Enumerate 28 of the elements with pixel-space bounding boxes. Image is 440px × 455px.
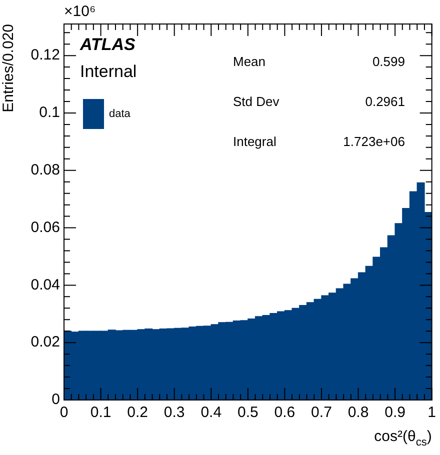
x-tick-label: 0.5 [237,404,258,422]
annotation: 0.2961 [365,94,405,109]
text: data [109,108,130,120]
annotation: Internal [80,62,137,81]
x-tick-label: 0.6 [274,404,296,422]
y-tick-label: 0.04 [30,276,60,294]
annotation: ATLAS [79,35,136,54]
x-tick-label: 0.7 [311,404,332,422]
x-tick-label: 0.8 [348,404,369,422]
y-tick-label: 0 [52,391,60,408]
x-tick-label: 0.4 [200,404,222,422]
annotation: Integral [233,134,276,149]
y-tick-label: 0.12 [30,46,60,64]
annotation: 0.599 [372,54,405,69]
annotation: 1.723e+06 [343,134,405,149]
x-tick-label: 0.3 [164,404,185,422]
x-tick-label: 1 [428,404,436,422]
y-tick-label: 0.08 [30,162,60,179]
y-tick-label: 0.1 [39,104,60,122]
x-tick-label: 0.2 [127,404,148,422]
y-tick-label: 0.02 [30,334,60,351]
y-axis-title: Entries/0.020 [0,24,18,112]
annotation: Mean [233,54,266,69]
text: ×10⁶ [64,3,96,20]
x-tick-label: 0.1 [90,404,112,422]
y-tick-label: 0.06 [30,218,60,236]
x-tick-label: 0.9 [384,404,406,422]
annotation: Std Dev [233,94,280,109]
